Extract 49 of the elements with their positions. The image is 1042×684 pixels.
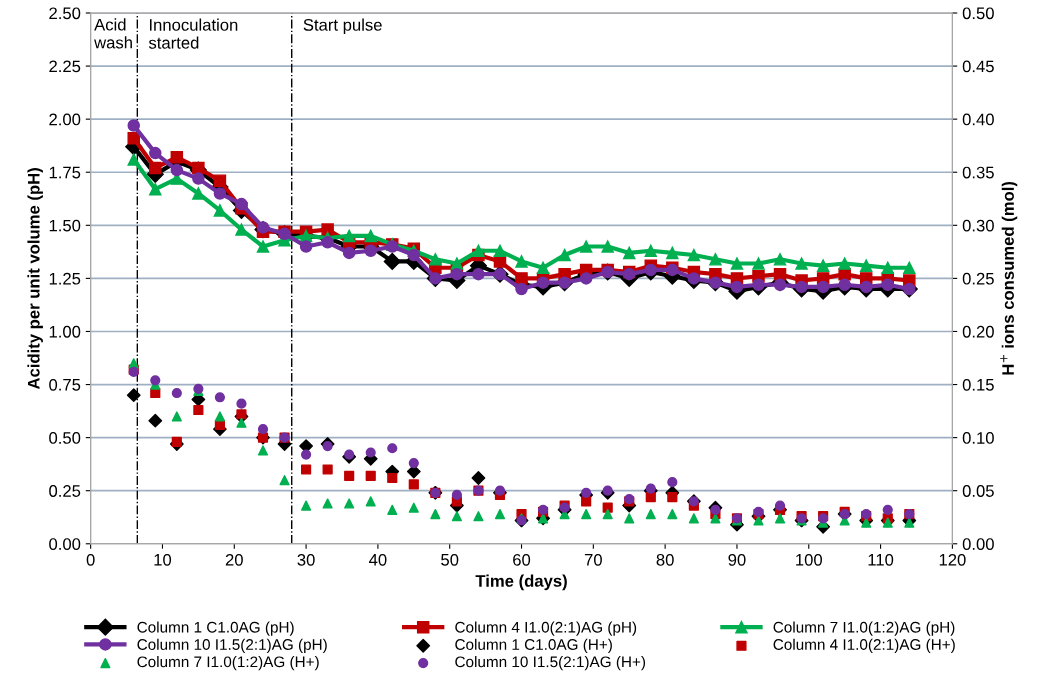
legend-label: Column 7 I1.0(1:2)AG (H+) [137, 656, 319, 671]
legend-label: Column 10 I1.5(2:1)AG (pH) [137, 638, 327, 653]
ref-line-label: Start pulse [303, 18, 382, 35]
x-tick-label: 50 [441, 553, 459, 566]
ref-line-label: Innoculation started [148, 18, 238, 49]
y-tick-label: 2.00 [49, 113, 81, 126]
y2-tick-label: 0.45 [962, 60, 994, 73]
y-tick-label: 0.75 [49, 378, 81, 391]
annotation: Acid wash [94, 18, 132, 49]
y2-tick-label: 0.15 [962, 378, 994, 391]
legend-label: Column 4 I1.0(2:1)AG (H+) [773, 638, 955, 653]
x-tick-label: 120 [939, 553, 966, 566]
x-tick-label: 20 [225, 553, 243, 566]
y2-tick-label: 0.00 [962, 538, 994, 550]
y-tick-label: 1.50 [49, 219, 81, 232]
y-tick-label: 1.75 [49, 166, 81, 179]
y-tick-label: 0.00 [49, 538, 81, 550]
x-axis-title: Time (days) [475, 574, 567, 591]
legend-label: Column 1 C1.0AG (pH) [137, 621, 294, 636]
legend-label: Column 7 I1.0(1:2)AG (pH) [773, 621, 955, 636]
x-tick-label: 110 [868, 553, 894, 566]
x-tick-label: 90 [728, 553, 746, 566]
y2-tick-label: 0.05 [962, 485, 994, 497]
legend-label: Column 10 I1.5(2:1)AG (H+) [455, 656, 646, 671]
y-tick-label: 0.50 [49, 432, 81, 444]
y-tick-label: 1.25 [49, 272, 81, 285]
x-tick-label: 80 [656, 553, 674, 566]
y2-tick-label: 0.40 [962, 113, 994, 126]
y-tick-label: 1.00 [49, 325, 81, 338]
y2-tick-label: 0.20 [962, 325, 994, 338]
y-tick-label: 0.25 [49, 485, 81, 497]
legend-label: Column 4 I1.0(2:1)AG (pH) [455, 621, 637, 636]
legend-label: Column 1 C1.0AG (H+) [455, 638, 612, 653]
x-tick-label: 70 [584, 553, 602, 566]
y-tick-label: 2.50 [49, 7, 81, 20]
y2-tick-label: 0.50 [962, 7, 994, 20]
y2-tick-label: 0.35 [962, 166, 994, 179]
y2-tick-label: 0.25 [962, 272, 994, 285]
x-tick-label: 60 [513, 553, 531, 566]
x-tick-label: 0 [86, 553, 95, 566]
y-tick-label: 2.25 [49, 60, 81, 73]
x-tick-label: 30 [297, 553, 315, 566]
x-tick-label: 10 [154, 553, 172, 566]
x-tick-label: 100 [796, 553, 823, 566]
y2-tick-label: 0.30 [962, 219, 994, 232]
x-tick-label: 40 [369, 553, 387, 566]
y-axis-title: Acidity per unit volume (pH) [27, 168, 43, 390]
y2-tick-label: 0.10 [962, 432, 994, 444]
y2-axis-title: H$^{+}$ ions consumed (mol) [1000, 181, 1018, 375]
